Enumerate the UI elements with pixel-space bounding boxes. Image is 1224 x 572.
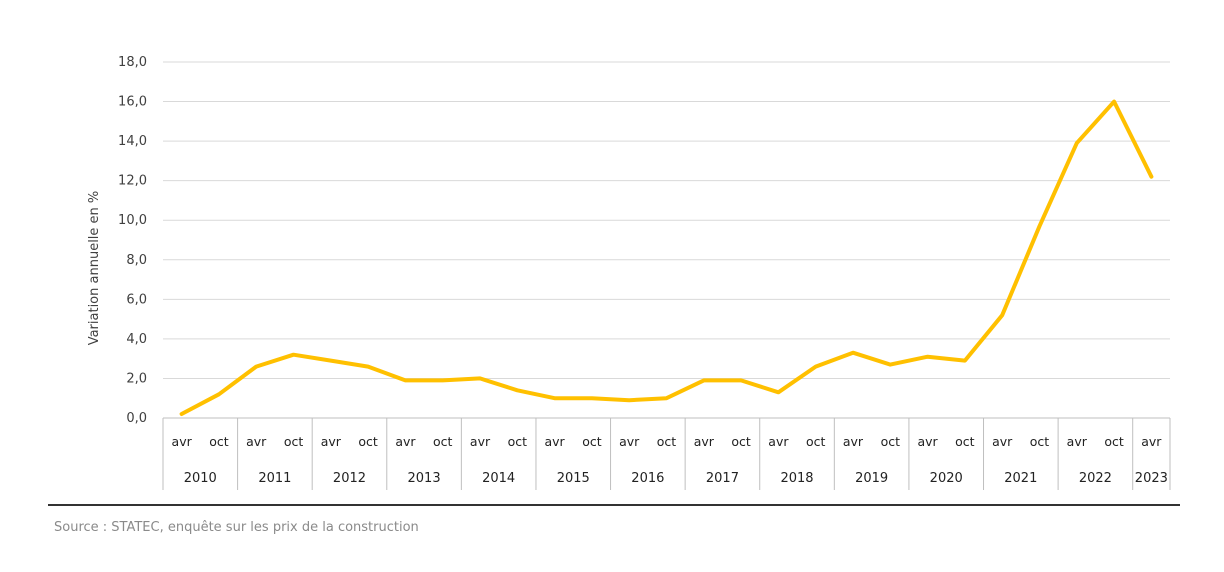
x-tick-label: oct	[657, 434, 677, 449]
y-tick-label: 6,0	[126, 292, 147, 307]
x-tick-label: avr	[619, 434, 640, 449]
x-tick-label: avr	[1067, 434, 1088, 449]
x-tick-label: avr	[917, 434, 938, 449]
y-tick-label: 18,0	[118, 55, 147, 70]
year-label: 2015	[557, 471, 590, 486]
x-tick-label: avr	[395, 434, 416, 449]
source-note: Source : STATEC, enquête sur les prix de…	[54, 520, 419, 535]
year-label: 2019	[855, 471, 888, 486]
y-tick-label: 4,0	[126, 332, 147, 347]
y-tick-label: 14,0	[118, 134, 147, 149]
series-group	[179, 99, 1154, 416]
x-tick-label: oct	[209, 434, 229, 449]
x-tick-label: oct	[358, 434, 378, 449]
year-label: 2021	[1004, 471, 1037, 486]
year-label: 2018	[780, 471, 813, 486]
year-label: 2020	[930, 471, 963, 486]
x-tick-label: avr	[1141, 434, 1162, 449]
year-label: 2023	[1135, 471, 1168, 486]
y-tick-label: 8,0	[126, 253, 147, 268]
x-tick-label: oct	[1104, 434, 1124, 449]
y-axis-ticks: 0,0 2,0 4,0 6,0 8,0 10,0 12,0 14,0 16,0 18,0	[118, 55, 147, 426]
x-tick-label: avr	[992, 434, 1013, 449]
x-tick-label: oct	[582, 434, 602, 449]
x-tick-label: avr	[470, 434, 491, 449]
y-tick-label: 2,0	[126, 371, 147, 386]
x-tick-label: avr	[246, 434, 267, 449]
year-label: 2011	[258, 471, 291, 486]
x-tick-label: avr	[545, 434, 566, 449]
x-tick-label: avr	[172, 434, 193, 449]
x-tick-label: oct	[284, 434, 304, 449]
x-axis: avr oct avr oct avr oct avr oct avr oct avr oct avr o…	[162, 418, 1171, 490]
line-chart: 0,0 2,0 4,0 6,0 8,0 10,0 12,0 14,0 16,0 18,0 Vari…	[48, 55, 1180, 506]
x-tick-label: oct	[1030, 434, 1050, 449]
x-tick-label: avr	[843, 434, 864, 449]
x-tick-label: avr	[768, 434, 789, 449]
y-tick-label: 0,0	[126, 411, 147, 426]
year-label: 2013	[408, 471, 441, 486]
year-label: 2016	[631, 471, 664, 486]
x-tick-label: oct	[731, 434, 751, 449]
y-tick-label: 10,0	[118, 213, 147, 228]
x-tick-label: avr	[694, 434, 715, 449]
x-tick-label: oct	[433, 434, 453, 449]
x-tick-label: oct	[508, 434, 528, 449]
y-tick-label: 16,0	[118, 95, 147, 110]
grid-lines	[163, 61, 1170, 419]
year-label: 2017	[706, 471, 739, 486]
year-label: 2012	[333, 471, 366, 486]
year-label: 2014	[482, 471, 515, 486]
year-label: 2010	[184, 471, 217, 486]
x-tick-label: oct	[806, 434, 826, 449]
x-tick-label: avr	[321, 434, 342, 449]
series-line	[179, 99, 1154, 416]
x-tick-label: oct	[881, 434, 901, 449]
y-axis-title: Variation annuelle en %	[87, 191, 102, 346]
y-tick-label: 12,0	[118, 174, 147, 189]
year-label: 2022	[1079, 471, 1112, 486]
x-tick-label: oct	[955, 434, 975, 449]
